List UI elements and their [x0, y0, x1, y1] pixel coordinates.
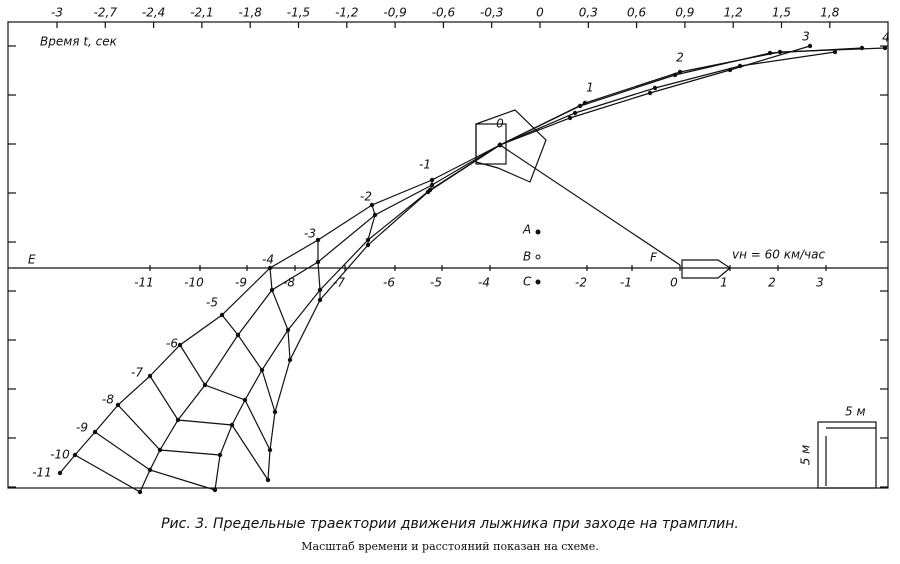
axis-label: -11 [134, 276, 154, 290]
trajectory [59, 144, 501, 474]
trajectory-label: -3 [304, 227, 316, 241]
trajectory-label: 3 [802, 30, 810, 44]
time-isoline [179, 344, 271, 451]
caption-title: Рис. 3. Предельные траектории движения л… [161, 516, 739, 532]
time-label: 0,6 [627, 6, 646, 20]
time-label: -2,1 [190, 6, 213, 20]
trajectory-label: 2 [676, 51, 684, 65]
trajectory [499, 47, 886, 146]
axis-label: -8 [283, 276, 295, 290]
trajectory-point [652, 85, 658, 91]
trajectory-label: 0 [496, 117, 504, 131]
trajectory [214, 144, 501, 491]
trajectory-point [572, 110, 578, 116]
point-c [535, 279, 541, 285]
time-isoline [94, 431, 216, 491]
point-b [535, 254, 541, 260]
body-outline [475, 109, 547, 183]
axis-label: 3 [816, 276, 824, 290]
time-label: -3 [51, 6, 63, 20]
trajectory-point [497, 142, 503, 148]
time-label: 0,3 [579, 6, 598, 20]
label-b: B [523, 250, 531, 264]
axis-label: 0 [670, 276, 678, 290]
trajectory-point [882, 45, 888, 51]
trajectory-point [577, 103, 583, 109]
time-isoline [427, 180, 433, 193]
time-label: -0,3 [480, 6, 503, 20]
trajectory-label: -10 [50, 448, 70, 462]
time-label: -0,6 [432, 6, 456, 20]
trajectory-point [672, 72, 678, 78]
axis-label: 1 [720, 276, 728, 290]
trajectory-label: 4 [882, 31, 890, 45]
trajectory-label: 1 [586, 81, 594, 95]
axis-label: -1 [620, 276, 632, 290]
time-isoline [117, 404, 221, 456]
trajectory-label: -7 [131, 366, 143, 380]
time-label: 1,8 [820, 6, 839, 20]
label-f: F [650, 251, 658, 265]
time-isoline [221, 314, 276, 413]
time-label: -0,9 [383, 6, 406, 20]
time-label: -2,7 [94, 6, 118, 20]
trajectory-label: -6 [166, 337, 178, 351]
line-o-f [499, 144, 681, 266]
time-isoline [149, 375, 269, 481]
axis-label: -9 [235, 276, 247, 290]
time-isoline [269, 267, 291, 361]
trajectory [267, 144, 501, 481]
time-label: -1,8 [238, 6, 262, 20]
trajectory-label: -1 [419, 158, 431, 172]
axis-label: -6 [383, 276, 395, 290]
speed-label: vн = 60 км/час [732, 248, 826, 262]
time-label: 1,2 [724, 6, 743, 20]
trajectory-point [767, 50, 773, 56]
trajectory-point [832, 49, 838, 55]
trajectory [499, 45, 811, 146]
body-box [475, 123, 507, 165]
label-c: C [523, 275, 532, 289]
trajectory-label: -11 [32, 466, 52, 480]
vehicle [681, 259, 732, 279]
time-label: -1,5 [287, 6, 310, 20]
axis-label: -4 [478, 276, 490, 290]
trajectory-point [727, 67, 733, 73]
trajectory-label: -5 [206, 296, 218, 310]
scale-h: 5 м [845, 405, 866, 419]
axis-label: 2 [768, 276, 776, 290]
trajectory-label: -4 [262, 253, 274, 267]
scale-v: 5 м [799, 445, 813, 466]
time-label: 1,5 [772, 6, 791, 20]
trajectory-label: -8 [102, 393, 114, 407]
trajectory-point [859, 45, 865, 51]
axis-label: -2 [575, 276, 587, 290]
time-label: 0,9 [675, 6, 694, 20]
time-label: -2,4 [142, 6, 165, 20]
time-label: 0 [536, 6, 544, 20]
point-a [535, 229, 541, 235]
axis-label: -10 [184, 276, 204, 290]
trajectory-point [807, 43, 813, 49]
caption-note: Масштаб времени и расстояний показан на … [301, 540, 598, 553]
label-a: A [522, 223, 531, 237]
time-title: Время t, сек [40, 35, 118, 49]
axis-label: -5 [430, 276, 442, 290]
axis-label: -7 [333, 276, 345, 290]
scale-box [817, 421, 877, 489]
trajectory [139, 144, 501, 493]
frame [7, 21, 889, 489]
trajectory-label: -9 [76, 421, 88, 435]
time-isoline [74, 454, 141, 493]
trajectory-point [567, 115, 573, 121]
trajectory-point [57, 470, 63, 476]
time-isoline [367, 204, 376, 245]
trajectory-label: -2 [360, 190, 372, 204]
axis-start: E [28, 253, 36, 267]
time-isoline [317, 240, 321, 300]
time-label: -1,2 [335, 6, 358, 20]
trajectory [499, 51, 836, 146]
trajectory-point [647, 90, 653, 96]
